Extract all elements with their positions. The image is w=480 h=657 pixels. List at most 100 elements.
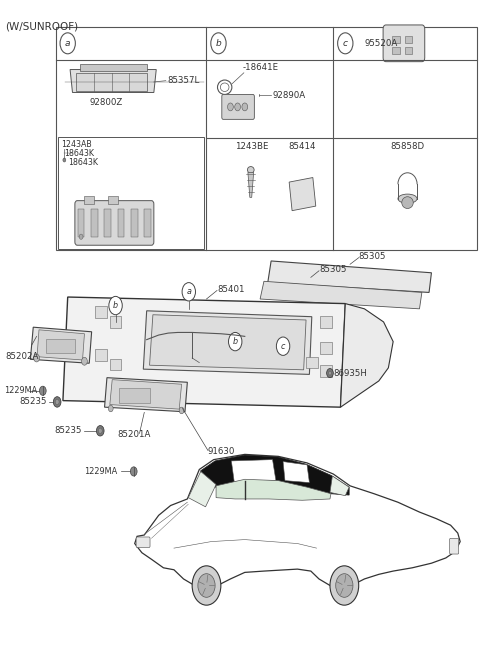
Bar <box>405 36 412 43</box>
Text: 18643K: 18643K <box>68 158 98 167</box>
Text: 85201A: 85201A <box>117 430 150 440</box>
Circle shape <box>98 428 102 434</box>
Bar <box>321 342 332 354</box>
Text: b: b <box>113 301 118 310</box>
Bar <box>120 388 151 403</box>
Bar <box>392 47 400 54</box>
Polygon shape <box>248 173 253 197</box>
Text: a: a <box>65 39 71 48</box>
Circle shape <box>39 386 46 396</box>
Circle shape <box>235 103 240 111</box>
Circle shape <box>328 371 331 375</box>
Ellipse shape <box>247 167 254 173</box>
Polygon shape <box>30 327 92 363</box>
Circle shape <box>198 574 215 597</box>
Bar <box>104 209 111 237</box>
Text: 85357L: 85357L <box>167 76 200 85</box>
Bar <box>96 306 107 318</box>
Bar <box>78 209 84 237</box>
Bar <box>76 73 147 91</box>
FancyBboxPatch shape <box>450 538 459 554</box>
Polygon shape <box>340 304 393 407</box>
Text: b: b <box>233 337 238 346</box>
Ellipse shape <box>398 194 417 203</box>
Bar <box>46 339 75 353</box>
Ellipse shape <box>402 196 413 208</box>
Bar <box>321 365 332 377</box>
Polygon shape <box>188 472 216 507</box>
Circle shape <box>53 397 61 407</box>
Bar <box>131 209 138 237</box>
Text: 85305: 85305 <box>359 252 386 261</box>
Circle shape <box>337 33 353 54</box>
Bar <box>392 36 400 43</box>
Circle shape <box>228 332 242 351</box>
Text: 85202A: 85202A <box>5 351 39 361</box>
Circle shape <box>330 566 359 605</box>
Polygon shape <box>283 462 310 483</box>
Circle shape <box>79 234 83 239</box>
FancyBboxPatch shape <box>75 200 154 245</box>
Bar <box>306 357 318 369</box>
Circle shape <box>336 574 353 597</box>
Text: (W/SUNROOF): (W/SUNROOF) <box>5 22 79 32</box>
Text: a: a <box>186 287 191 296</box>
Circle shape <box>326 369 333 378</box>
Circle shape <box>55 399 59 405</box>
Text: 85401: 85401 <box>217 284 244 294</box>
Polygon shape <box>201 455 349 495</box>
Text: 92800Z: 92800Z <box>89 98 122 106</box>
Text: 85235: 85235 <box>20 397 48 407</box>
Bar <box>56 27 477 250</box>
Circle shape <box>108 405 113 412</box>
Bar <box>144 209 151 237</box>
Circle shape <box>82 357 87 365</box>
Circle shape <box>242 103 248 111</box>
Ellipse shape <box>220 83 229 91</box>
Bar <box>96 349 107 361</box>
Text: 1229MA: 1229MA <box>4 386 37 396</box>
Text: c: c <box>343 39 348 48</box>
Polygon shape <box>63 297 345 407</box>
Ellipse shape <box>217 80 232 95</box>
Circle shape <box>96 426 104 436</box>
Circle shape <box>276 337 290 355</box>
Bar <box>405 47 412 54</box>
Text: 95520A: 95520A <box>364 39 398 48</box>
Polygon shape <box>135 455 460 587</box>
Text: 18643K: 18643K <box>64 149 95 158</box>
Polygon shape <box>70 70 156 93</box>
Circle shape <box>63 158 66 162</box>
Text: c: c <box>281 342 285 351</box>
Polygon shape <box>268 261 432 292</box>
Text: 92890A: 92890A <box>272 91 305 100</box>
Polygon shape <box>231 460 276 482</box>
Bar <box>91 209 98 237</box>
Bar <box>58 137 204 248</box>
Bar <box>80 64 147 71</box>
Polygon shape <box>105 378 187 412</box>
Bar <box>289 177 316 211</box>
Circle shape <box>211 33 226 54</box>
FancyBboxPatch shape <box>222 95 254 120</box>
Text: 1243BE: 1243BE <box>235 143 268 151</box>
Polygon shape <box>330 476 349 495</box>
Text: -18641E: -18641E <box>243 62 279 72</box>
Text: 1243AB: 1243AB <box>61 140 92 148</box>
Circle shape <box>109 296 122 315</box>
Bar <box>110 359 121 371</box>
Circle shape <box>131 467 137 476</box>
Text: 1229MA: 1229MA <box>84 467 118 476</box>
Text: 85414: 85414 <box>288 143 316 151</box>
Circle shape <box>60 33 75 54</box>
Bar <box>118 209 124 237</box>
Text: b: b <box>216 39 221 48</box>
Text: 91630: 91630 <box>208 447 235 456</box>
Polygon shape <box>260 281 422 309</box>
Text: 85858D: 85858D <box>390 143 425 151</box>
FancyBboxPatch shape <box>383 25 425 62</box>
Polygon shape <box>37 330 84 360</box>
Text: 85235: 85235 <box>55 426 82 436</box>
Circle shape <box>192 566 221 605</box>
Polygon shape <box>144 311 312 374</box>
